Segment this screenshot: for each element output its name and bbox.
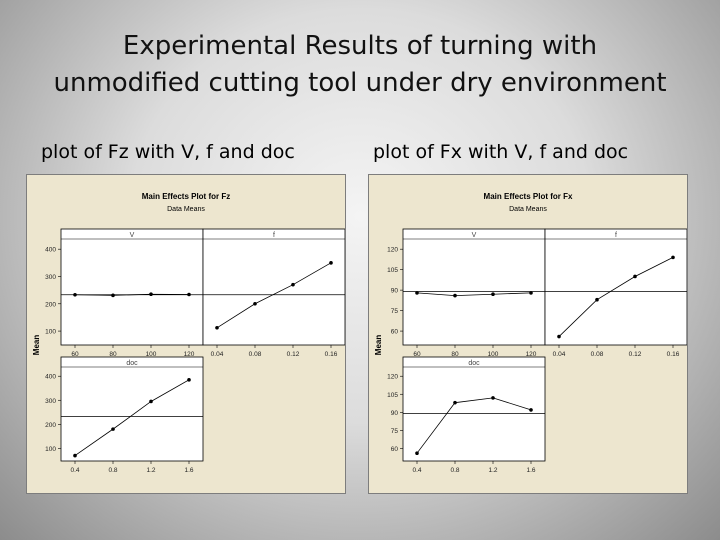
fz-facet-v: V 100 200 300 400 60 80 100 120 <box>45 228 204 358</box>
fx-x-tick-label: 80 <box>451 351 459 358</box>
fx-y-tick-label: 75 <box>391 308 399 315</box>
fz-chart-title: Main Effects Plot for Fz <box>142 192 230 201</box>
fx-data-point <box>453 400 457 405</box>
fz-facet-f: f 0.04 0.08 0.12 0.16 <box>202 228 345 358</box>
fx-chart-subtitle: Data Means <box>509 206 547 213</box>
fx-data-point <box>491 396 495 400</box>
subtitle-fz: plot of Fz with V, f and doc <box>41 141 295 163</box>
fz-x-tick-label: 60 <box>71 351 79 358</box>
fz-data-point <box>187 378 191 382</box>
fx-x-tick-label: 100 <box>488 351 499 358</box>
fz-y-tick-label: 100 <box>45 446 56 453</box>
fx-x-tick-label: 1.2 <box>488 467 497 474</box>
fx-x-tick-label: 0.8 <box>450 467 459 474</box>
fx-main-effects-chart: Main Effects Plot for Fx Data Means Mean V 6… <box>368 174 688 494</box>
fx-x-tick-label: 1.6 <box>526 467 535 474</box>
fz-data-point <box>149 399 153 404</box>
fz-x-tick-label: 120 <box>184 351 195 358</box>
fx-x-tick-label: 0.4 <box>412 467 421 474</box>
fz-y-tick-label: 400 <box>45 374 56 381</box>
fx-x-tick-label: 0.16 <box>667 351 680 358</box>
fz-data-point <box>291 282 295 287</box>
fx-y-tick-label: 105 <box>387 392 398 399</box>
fz-series-line-doc <box>74 379 190 456</box>
fx-chart-svg: Main Effects Plot for Fx Data Means Mean V 6… <box>374 192 687 474</box>
fx-facet-f: f 0.04 0.08 0.12 0.16 <box>544 228 687 358</box>
fz-y-tick-label: 200 <box>45 422 56 429</box>
fz-y-tick-label: 300 <box>45 274 56 281</box>
fx-y-tick-label: 60 <box>391 446 399 453</box>
slide-title-line-1: Experimental Results of turning with <box>122 31 598 61</box>
fz-main-effects-chart: Main Effects Plot for Fz Data Means Mean V 1… <box>26 174 346 494</box>
fz-chart-svg: Main Effects Plot for Fz Data Means Mean V 1… <box>32 192 345 474</box>
fx-data-point <box>529 291 533 295</box>
fx-facet-v: V 60 75 90 105 120 60 80 100 120 <box>387 228 546 358</box>
fx-data-point <box>415 291 419 295</box>
fz-data-point <box>111 293 115 298</box>
fz-x-tick-label: 80 <box>109 351 117 358</box>
fx-x-tick-label: 60 <box>413 351 421 358</box>
fx-data-point <box>633 274 637 279</box>
fx-series-line-f <box>558 257 674 337</box>
fx-x-tick-label: 0.12 <box>629 351 642 358</box>
fx-data-point <box>671 255 675 260</box>
fz-data-point <box>329 261 333 265</box>
fz-x-tick-label: 0.04 <box>211 351 224 358</box>
fx-facet-label-f: f <box>615 232 617 239</box>
fx-data-point <box>557 334 561 339</box>
fx-data-point <box>491 292 495 297</box>
fx-y-tick-label: 120 <box>387 374 398 381</box>
fz-chart-subtitle: Data Means <box>167 206 205 213</box>
fz-facet-label-f: f <box>273 232 275 239</box>
fz-x-tick-label: 100 <box>146 351 157 358</box>
fx-x-tick-label: 120 <box>526 351 537 358</box>
subtitle-fx: plot of Fx with V, f and doc <box>373 141 629 163</box>
fx-series-line-v <box>416 292 532 296</box>
fz-y-tick-label: 200 <box>45 301 56 308</box>
fz-y-tick-label: 400 <box>45 247 56 254</box>
fx-facet-label-doc: doc <box>468 360 480 367</box>
fx-y-tick-label: 90 <box>391 410 399 417</box>
fx-chart-title: Main Effects Plot for Fx <box>484 192 573 201</box>
fz-data-point <box>187 292 191 297</box>
fz-x-tick-label: 0.12 <box>287 351 300 358</box>
fz-facet-doc: doc 100 200 300 400 0.4 0.8 1.2 1.6 <box>45 356 204 474</box>
fz-data-point <box>73 292 77 297</box>
fx-y-tick-label: 120 <box>387 247 398 254</box>
fz-y-tick-label: 100 <box>45 329 56 336</box>
fz-x-tick-label: 0.16 <box>325 351 338 358</box>
fz-facet-label-doc: doc <box>126 360 138 367</box>
fz-data-point <box>215 326 219 330</box>
fz-data-point <box>73 453 77 458</box>
fx-data-point <box>453 293 457 298</box>
fz-data-point <box>149 292 153 297</box>
fz-series-line-f <box>216 262 332 329</box>
fz-y-axis-label: Mean <box>32 335 41 356</box>
fz-data-point <box>253 301 257 306</box>
fx-data-point <box>415 451 419 455</box>
fx-y-tick-label: 60 <box>391 329 399 336</box>
fz-x-tick-label: 1.2 <box>146 467 155 474</box>
fx-data-point <box>595 297 599 302</box>
fx-facet-doc: doc 60 75 90 105 120 0.4 0.8 1.2 1.6 <box>387 356 546 474</box>
fz-x-tick-label: 0.8 <box>108 467 117 474</box>
fz-x-tick-label: 0.08 <box>249 351 262 358</box>
fx-x-tick-label: 0.08 <box>591 351 604 358</box>
fz-x-tick-label: 1.6 <box>184 467 193 474</box>
fx-y-tick-label: 105 <box>387 267 398 274</box>
slide-title: Experimental Results of turning with unm… <box>0 28 720 102</box>
fx-x-tick-label: 0.04 <box>553 351 566 358</box>
fx-y-axis-label: Mean <box>374 335 383 356</box>
fz-facet-label-v: V <box>130 232 135 239</box>
fz-x-tick-label: 0.4 <box>70 467 79 474</box>
fz-series-line-v <box>74 293 190 296</box>
fz-y-tick-label: 300 <box>45 398 56 405</box>
fx-y-tick-label: 90 <box>391 288 399 295</box>
fx-data-point <box>529 408 533 412</box>
slide-title-line-2: unmodified cutting tool under dry enviro… <box>53 68 667 98</box>
fx-series-line-doc <box>416 397 532 454</box>
fz-data-point <box>111 427 115 431</box>
fx-y-tick-label: 75 <box>391 428 399 435</box>
fx-facet-label-v: V <box>472 232 477 239</box>
